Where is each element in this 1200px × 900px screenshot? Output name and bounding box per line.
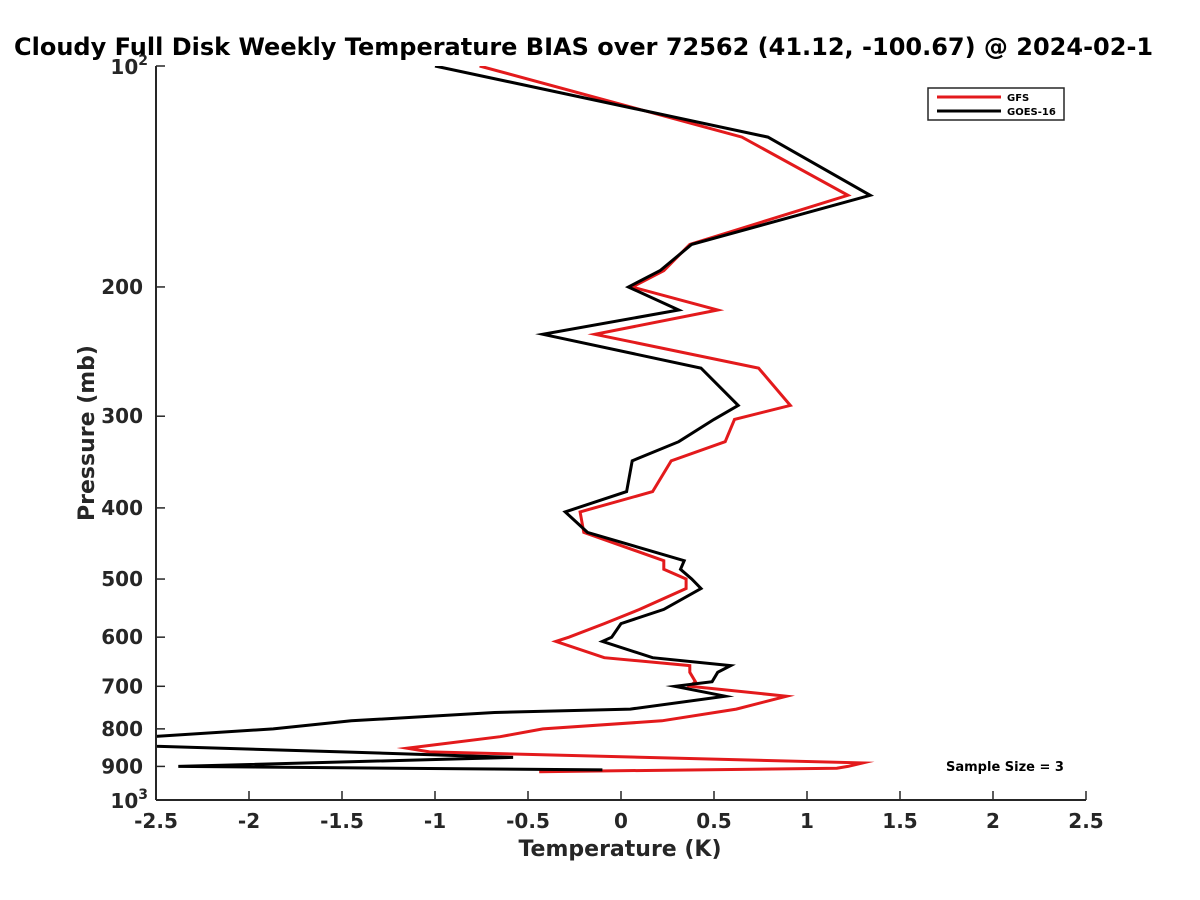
x-tick-label: -1.5 — [320, 809, 364, 833]
chart-title: Cloudy Full Disk Weekly Temperature BIAS… — [14, 33, 1153, 61]
x-axis-ticks: -2.5 -2 -1.5 -1 -0.5 0 0.5 1 1.5 2 2.5 — [134, 791, 1104, 833]
x-tick-label: 2.5 — [1068, 809, 1103, 833]
y-tick-base: 10 — [110, 789, 138, 813]
y-tick-label: 700 — [101, 674, 143, 698]
series-line-gfs — [396, 66, 875, 774]
y-tick-label: 500 — [101, 567, 143, 591]
sample-size-annotation: Sample Size = 3 — [946, 760, 1064, 775]
x-tick-label: 1 — [800, 809, 814, 833]
legend-box — [927, 87, 1065, 121]
y-tick-label: 200 — [101, 275, 143, 299]
y-tick-label: 103 — [110, 787, 148, 813]
y-tick-label: 400 — [101, 496, 143, 520]
legend: GFS GOES-16 — [927, 87, 1065, 121]
y-tick-label: 800 — [101, 717, 143, 741]
y-tick-label: 102 — [110, 53, 148, 79]
y-tick-exponent: 3 — [138, 787, 148, 803]
x-axis-label: Temperature (K) — [518, 837, 721, 862]
x-tick-label: 0.5 — [696, 809, 731, 833]
legend-label: GOES-16 — [1007, 107, 1056, 118]
y-tick-label: 300 — [101, 404, 143, 428]
legend-label: GFS — [1007, 93, 1029, 104]
y-tick-base: 10 — [110, 55, 138, 79]
plot-area — [156, 66, 875, 774]
x-tick-label: 2 — [986, 809, 1000, 833]
y-tick-label: 600 — [101, 625, 143, 649]
x-tick-label: -2 — [238, 809, 260, 833]
y-tick-exponent: 2 — [138, 53, 148, 69]
x-tick-label: 0 — [614, 809, 628, 833]
x-tick-label: 1.5 — [882, 809, 917, 833]
x-tick-label: -1 — [424, 809, 446, 833]
x-tick-label: -2.5 — [134, 809, 178, 833]
x-tick-label: -0.5 — [506, 809, 550, 833]
series-line-goes-16 — [156, 66, 875, 772]
y-axis-label: Pressure (mb) — [75, 345, 100, 521]
y-tick-label: 900 — [101, 754, 143, 778]
